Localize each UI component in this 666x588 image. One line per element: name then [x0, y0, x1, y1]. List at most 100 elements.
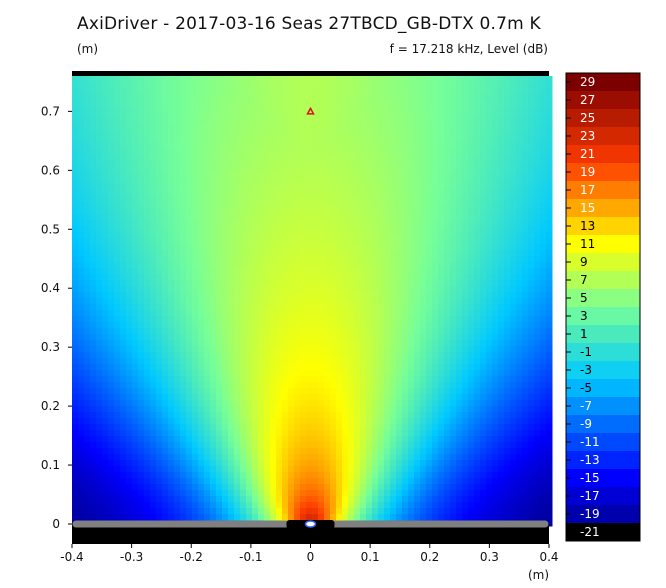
heatmap-cell — [474, 268, 481, 275]
heatmap-cell — [534, 304, 541, 311]
heatmap-cell — [504, 442, 511, 449]
heatmap-cell — [396, 346, 403, 353]
heatmap-cell — [126, 208, 133, 215]
heatmap-cell — [324, 286, 331, 293]
heatmap-cell — [378, 418, 385, 425]
heatmap-cell — [384, 190, 391, 197]
heatmap-cell — [138, 220, 145, 227]
heatmap-cell — [534, 424, 541, 431]
heatmap-cell — [438, 190, 445, 197]
heatmap-cell — [180, 292, 187, 299]
heatmap-cell — [534, 124, 541, 131]
heatmap-cell — [174, 394, 181, 401]
heatmap-cell — [462, 364, 469, 371]
heatmap-cell — [378, 286, 385, 293]
heatmap-cell — [426, 208, 433, 215]
heatmap-cell — [408, 436, 415, 443]
heatmap-cell — [348, 256, 355, 263]
heatmap-cell — [384, 118, 391, 125]
heatmap-cell — [294, 424, 301, 431]
heatmap-cell — [312, 370, 319, 377]
heatmap-cell — [252, 328, 259, 335]
heatmap-cell — [246, 244, 253, 251]
heatmap-cell — [438, 118, 445, 125]
heatmap-cell — [108, 148, 115, 155]
heatmap-cell — [312, 334, 319, 341]
heatmap-cell — [162, 100, 169, 107]
heatmap-cell — [378, 226, 385, 233]
heatmap-cell — [498, 160, 505, 167]
heatmap-cell — [516, 442, 523, 449]
heatmap-cell — [366, 274, 373, 281]
heatmap-cell — [306, 322, 313, 329]
heatmap-cell — [390, 310, 397, 317]
heatmap-cell — [114, 226, 121, 233]
heatmap-cell — [114, 184, 121, 191]
heatmap-cell — [504, 292, 511, 299]
heatmap-cell — [516, 268, 523, 275]
heatmap-cell — [90, 208, 97, 215]
heatmap-cell — [432, 142, 439, 149]
heatmap-cell — [138, 286, 145, 293]
heatmap-cell — [462, 292, 469, 299]
heatmap-cell — [72, 256, 79, 263]
heatmap-cell — [360, 76, 367, 83]
heatmap-cell — [96, 208, 103, 215]
heatmap-cell — [492, 238, 499, 245]
heatmap-cell — [246, 100, 253, 107]
heatmap-cell — [114, 358, 121, 365]
heatmap-cell — [252, 226, 259, 233]
heatmap-cell — [264, 196, 271, 203]
heatmap-cell — [444, 328, 451, 335]
heatmap-cell — [228, 364, 235, 371]
heatmap-cell — [420, 316, 427, 323]
heatmap-cell — [108, 388, 115, 395]
heatmap-cell — [330, 388, 337, 395]
heatmap-cell — [342, 388, 349, 395]
heatmap-cell — [486, 160, 493, 167]
heatmap-cell — [222, 148, 229, 155]
heatmap-cell — [450, 340, 457, 347]
heatmap-cell — [384, 154, 391, 161]
heatmap-cell — [228, 298, 235, 305]
heatmap-cell — [234, 418, 241, 425]
heatmap-cell — [354, 172, 361, 179]
heatmap-cell — [444, 418, 451, 425]
heatmap-cell — [486, 238, 493, 245]
heatmap-cell — [504, 412, 511, 419]
heatmap-cell — [378, 88, 385, 95]
heatmap-cell — [540, 358, 547, 365]
heatmap-cell — [456, 376, 463, 383]
heatmap-cell — [432, 388, 439, 395]
heatmap-cell — [258, 364, 265, 371]
heatmap-cell — [480, 304, 487, 311]
heatmap-cell — [258, 214, 265, 221]
heatmap-cell — [534, 382, 541, 389]
heatmap-cell — [126, 430, 133, 437]
heatmap-cell — [324, 430, 331, 437]
heatmap-cell — [342, 220, 349, 227]
heatmap-cell — [414, 310, 421, 317]
heatmap-cell — [294, 382, 301, 389]
heatmap-cell — [354, 352, 361, 359]
heatmap-cell — [348, 190, 355, 197]
heatmap-cell — [426, 316, 433, 323]
heatmap-cell — [342, 358, 349, 365]
heatmap-cell — [282, 106, 289, 113]
heatmap-cell — [540, 232, 547, 239]
heatmap-cell — [132, 388, 139, 395]
heatmap-cell — [498, 166, 505, 173]
heatmap-cell — [132, 232, 139, 239]
heatmap-cell — [318, 100, 325, 107]
heatmap-cell — [168, 316, 175, 323]
heatmap-cell — [330, 106, 337, 113]
heatmap-cell — [354, 268, 361, 275]
heatmap-cell — [228, 202, 235, 209]
heatmap-cell — [390, 178, 397, 185]
heatmap-cell — [420, 328, 427, 335]
heatmap-cell — [414, 382, 421, 389]
heatmap-cell — [444, 250, 451, 257]
heatmap-cell — [318, 310, 325, 317]
heatmap-cell — [492, 220, 499, 227]
